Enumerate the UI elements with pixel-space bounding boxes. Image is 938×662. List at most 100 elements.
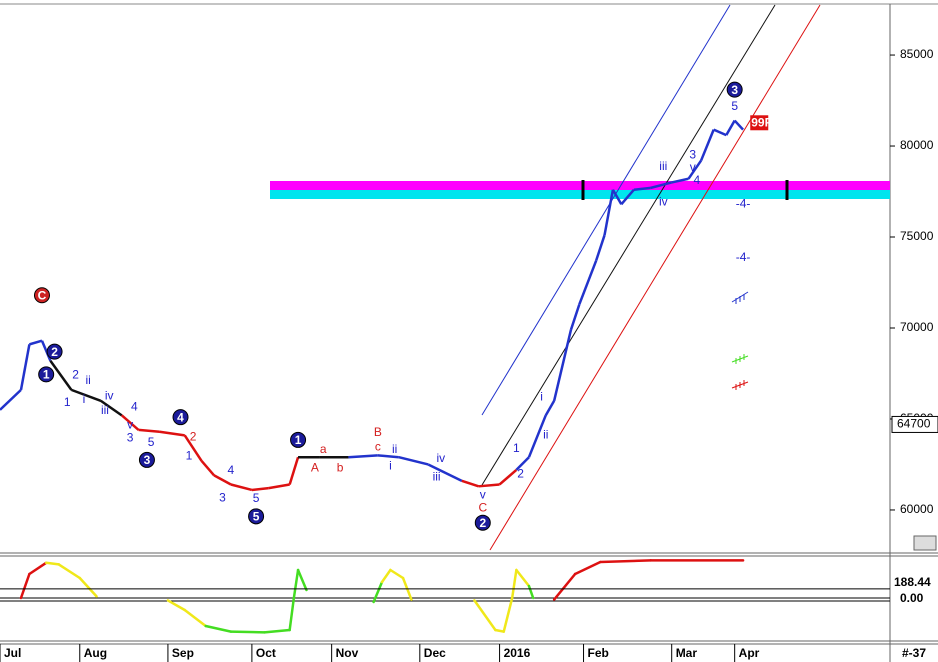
price-segment: [650, 181, 673, 190]
wave-label: v: [480, 488, 486, 502]
resistance-band: [270, 181, 890, 190]
indicator-last-label: 188.44: [894, 575, 931, 589]
toolbar-button[interactable]: [913, 535, 937, 551]
channel-upper: [481, 4, 731, 416]
y-tick-label: 60000: [900, 502, 934, 516]
price-segment: [288, 456, 300, 485]
price-segment: [251, 486, 269, 492]
indicator-segment: [502, 596, 514, 633]
indicator-segment: [573, 560, 602, 576]
price-segment: [49, 360, 73, 391]
price-segment: [552, 329, 573, 402]
x-tick-label: Apr: [739, 646, 760, 660]
indicator-segment: [473, 599, 497, 632]
wave-label: 1: [64, 395, 71, 409]
price-segment: [478, 483, 500, 488]
price-segment: [230, 483, 253, 492]
price-segment: [633, 186, 651, 191]
wave-circle: [290, 431, 307, 448]
wave-label: 3: [219, 490, 226, 504]
x-tick-label: Sep: [172, 646, 194, 660]
channel-lower: [489, 4, 821, 551]
wave-label: ii: [543, 428, 548, 442]
indicator-segment: [510, 568, 518, 600]
last-price-label: 64700: [897, 417, 931, 431]
price-segment: [527, 414, 547, 458]
wave-label: i: [389, 458, 392, 472]
wave-label: 2: [72, 367, 79, 381]
wave-label: iv: [659, 195, 668, 209]
x-tick-label: Aug: [84, 646, 107, 660]
y-tick-label: 85000: [900, 47, 934, 61]
badge-label: 99PTI: [751, 115, 783, 129]
last-price-box: [891, 415, 938, 433]
wave-label: b: [337, 460, 344, 474]
footer-label: #-37: [902, 646, 926, 660]
channel-mid: [481, 4, 776, 486]
marker: [731, 354, 749, 364]
indicator-segment: [599, 559, 652, 564]
wave-label: a: [320, 442, 327, 456]
price-segment: [183, 434, 203, 462]
price-segment: [687, 159, 703, 180]
wave-label: 2: [51, 345, 58, 359]
indicator-segment: [204, 624, 233, 633]
wave-circle: [138, 451, 155, 468]
wave-label: ii: [392, 442, 397, 456]
price-segment: [594, 234, 606, 262]
price-segment: [398, 455, 429, 466]
x-tick-label: Nov: [336, 646, 359, 660]
price-segment: [0, 388, 22, 411]
wave-label: 1: [295, 433, 302, 447]
x-tick-label: Oct: [256, 646, 276, 660]
price-segment: [427, 463, 463, 482]
wave-label: 5: [731, 99, 738, 113]
wave-label: iii: [433, 469, 441, 483]
indicator-segment: [527, 584, 535, 600]
wave-label: 3: [127, 430, 134, 444]
wave-circle: [474, 514, 491, 531]
x-tick-label: Feb: [588, 646, 609, 660]
price-segment: [268, 483, 290, 490]
wave-circle: [726, 81, 743, 98]
wave-label: -4-: [736, 250, 751, 264]
indicator-segment: [166, 599, 186, 612]
wave-circle: [248, 508, 265, 525]
price-segment: [377, 454, 399, 459]
wave-circle: [38, 366, 55, 383]
indicator-segment: [44, 561, 61, 566]
price-segment: [713, 128, 727, 137]
badge-box: [750, 115, 769, 131]
wave-label: 3: [144, 453, 151, 467]
wave-label: 5: [253, 491, 260, 505]
marker: [731, 291, 749, 304]
wave-label: C: [478, 500, 487, 514]
indicator-tick-label: 0.00: [900, 591, 924, 605]
price-segment: [19, 344, 31, 391]
indicator-segment: [494, 628, 506, 633]
price-segment: [603, 189, 615, 236]
plot-layer: 600006500070000750008000085000JulAugSepO…: [0, 47, 938, 662]
indicator-segment: [78, 576, 98, 598]
wave-label: 1: [513, 441, 520, 455]
price-segment: [70, 388, 102, 402]
wave-label: c: [375, 439, 381, 453]
indicator-segment: [372, 580, 384, 604]
price-segment: [213, 474, 232, 486]
indicator-segment: [28, 561, 48, 576]
price-segment: [620, 188, 635, 206]
wave-label: 4: [131, 399, 138, 413]
wave-label: iii: [101, 403, 109, 417]
wave-label: v: [127, 418, 133, 432]
wave-label: 4: [177, 410, 184, 424]
x-tick-label: Mar: [676, 646, 698, 660]
wave-label: 1: [43, 368, 50, 382]
x-tick-label: Dec: [424, 646, 446, 660]
price-segment: [733, 119, 744, 131]
indicator-segment: [229, 630, 266, 634]
price-segment: [461, 479, 479, 488]
price-segment: [120, 414, 140, 431]
price-segment: [159, 430, 185, 437]
